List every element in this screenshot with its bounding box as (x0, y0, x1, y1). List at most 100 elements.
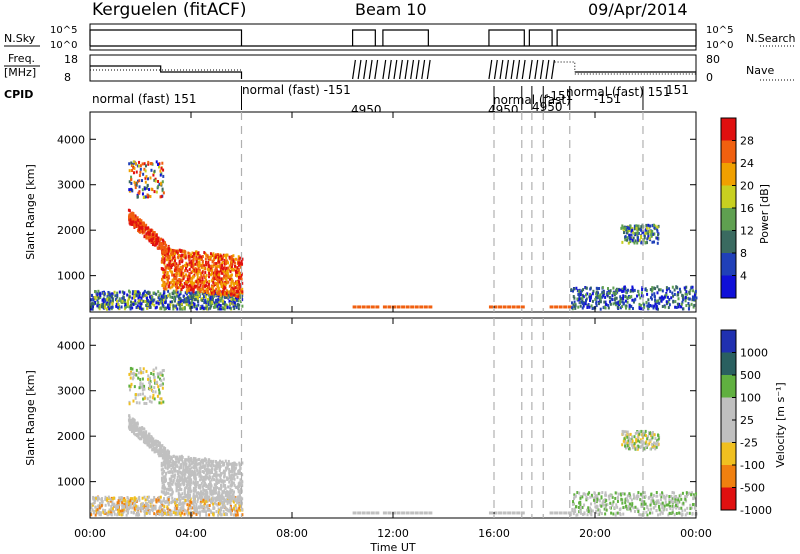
range-cell (207, 487, 210, 491)
range-cell (189, 458, 192, 462)
range-cell (493, 511, 498, 515)
range-cell (123, 301, 126, 305)
range-cell (615, 303, 618, 307)
range-cell (190, 457, 193, 461)
range-cell (620, 493, 623, 497)
range-cell (159, 383, 162, 387)
range-cell (159, 182, 162, 186)
colorbar-tick-label: 20 (740, 180, 754, 193)
range-cell (159, 195, 162, 199)
range-cell (232, 254, 235, 258)
range-cell (122, 298, 125, 302)
range-cell (203, 290, 206, 294)
range-cell (632, 236, 635, 240)
range-cell (682, 298, 685, 302)
range-cell (217, 288, 220, 292)
range-cell (234, 286, 237, 290)
range-cell (192, 495, 195, 499)
range-cell (154, 306, 157, 310)
range-cell (199, 511, 202, 515)
range-cell (595, 301, 598, 305)
range-cell (131, 502, 134, 506)
range-cell (205, 483, 208, 487)
range-cell (145, 430, 148, 434)
range-cell (612, 286, 615, 290)
range-cell (650, 304, 653, 308)
range-cell (196, 262, 199, 266)
range-cell (187, 507, 190, 511)
range-cell (115, 298, 118, 302)
range-cell (672, 300, 675, 304)
range-cell (583, 503, 586, 507)
range-cell (159, 377, 162, 381)
range-cell (599, 300, 602, 304)
range-cell (190, 462, 193, 466)
range-cell (188, 267, 191, 271)
range-cell (118, 290, 121, 294)
range-cell (205, 513, 208, 517)
range-cell (219, 289, 222, 293)
range-cell (96, 508, 99, 512)
range-cell (128, 372, 131, 376)
range-cell (90, 298, 93, 302)
range-cell (130, 420, 133, 424)
range-cell (179, 302, 182, 306)
range-cell (129, 427, 132, 431)
range-cell (152, 240, 155, 244)
range-cell (615, 511, 618, 515)
range-cell (230, 473, 233, 477)
range-cell (218, 461, 221, 465)
range-cell (223, 293, 226, 297)
range-cell (595, 500, 598, 504)
range-cell (684, 495, 687, 499)
range-cell (137, 218, 140, 222)
range-cell (206, 506, 209, 510)
range-cell (646, 241, 649, 245)
range-cell (204, 475, 207, 479)
range-cell (221, 280, 224, 284)
range-cell (222, 277, 225, 281)
range-cell (176, 268, 179, 272)
range-cell (167, 507, 170, 511)
range-cell (239, 300, 242, 304)
range-cell (217, 480, 220, 484)
range-cell (192, 502, 195, 506)
range-cell (179, 513, 182, 517)
range-cell (167, 276, 170, 280)
range-cell (163, 307, 166, 311)
range-cell (218, 508, 221, 512)
range-cell (90, 307, 93, 311)
range-cell (222, 497, 225, 501)
cpid-segment-label: normal (fast) (493, 93, 571, 107)
range-cell (687, 301, 690, 305)
range-cell (208, 287, 211, 291)
range-cell (651, 286, 654, 290)
range-cell (214, 459, 217, 463)
range-cell (211, 470, 214, 474)
range-cell (222, 479, 225, 483)
range-cell (656, 236, 659, 240)
cpid-segment-label: normal (fast) -151 (242, 83, 351, 97)
range-cell (222, 282, 225, 286)
range-cell (190, 471, 193, 475)
range-cell (126, 300, 129, 304)
range-cell (100, 511, 103, 515)
range-cell (678, 287, 681, 291)
range-cell (189, 294, 192, 298)
range-cell (147, 432, 150, 436)
range-cell (224, 494, 227, 498)
range-cell (137, 513, 140, 517)
range-cell (234, 503, 237, 507)
range-cell (217, 463, 220, 467)
range-cell (684, 296, 687, 300)
range-cell (160, 295, 163, 299)
range-cell (140, 221, 143, 225)
range-cell (159, 173, 162, 177)
range-cell (219, 487, 222, 491)
range-cell (224, 486, 227, 490)
range-cell (204, 291, 207, 295)
range-cell (206, 470, 209, 474)
range-cell (138, 174, 141, 178)
range-cell (101, 302, 104, 306)
range-cell (166, 275, 169, 279)
